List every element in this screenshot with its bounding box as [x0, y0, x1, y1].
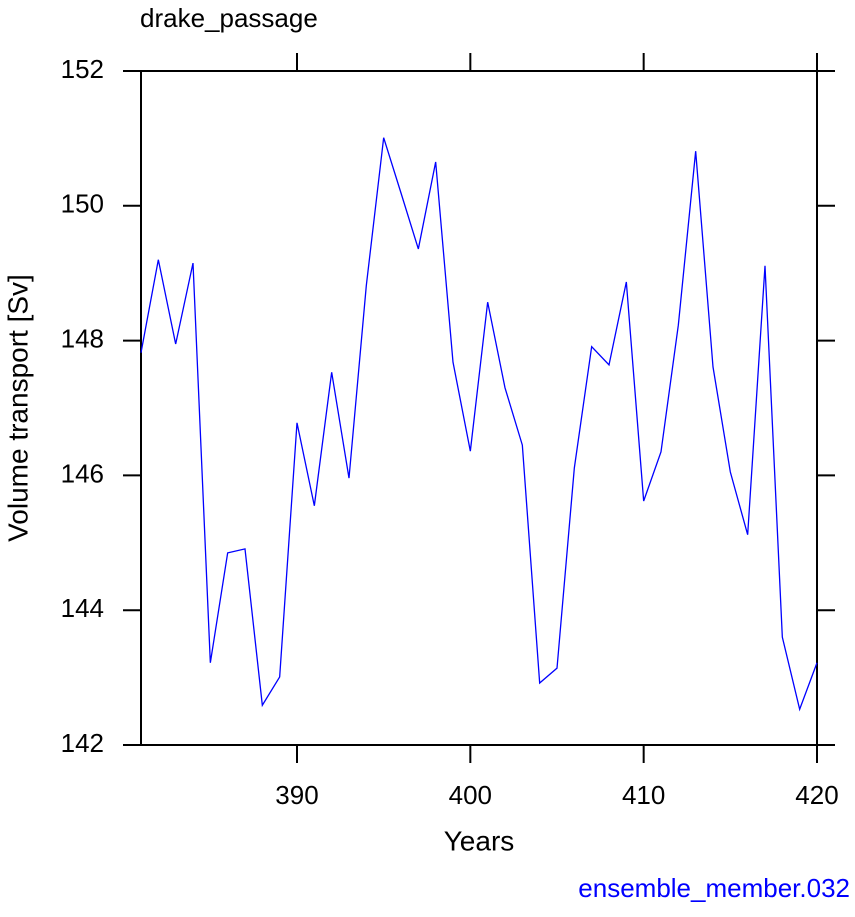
y-axis-label: Volume transport [Sv] [2, 274, 33, 542]
data-line [140, 137, 818, 712]
chart-title: drake_passage [140, 3, 318, 33]
y-tick-label: 148 [61, 323, 104, 353]
x-tick-label: 400 [449, 780, 492, 810]
x-axis-label: Years [444, 825, 515, 856]
y-tick-label: 146 [61, 458, 104, 488]
annotation: ensemble_member.032 [578, 873, 850, 903]
y-tick-label: 144 [61, 593, 104, 623]
y-tick-label: 142 [61, 728, 104, 758]
x-tick-label: 420 [795, 780, 838, 810]
y-tick-label: 150 [61, 189, 104, 219]
y-tick-label: 152 [61, 54, 104, 84]
x-tick-label: 390 [275, 780, 318, 810]
x-tick-label: 410 [622, 780, 665, 810]
plot-frame [140, 70, 818, 746]
